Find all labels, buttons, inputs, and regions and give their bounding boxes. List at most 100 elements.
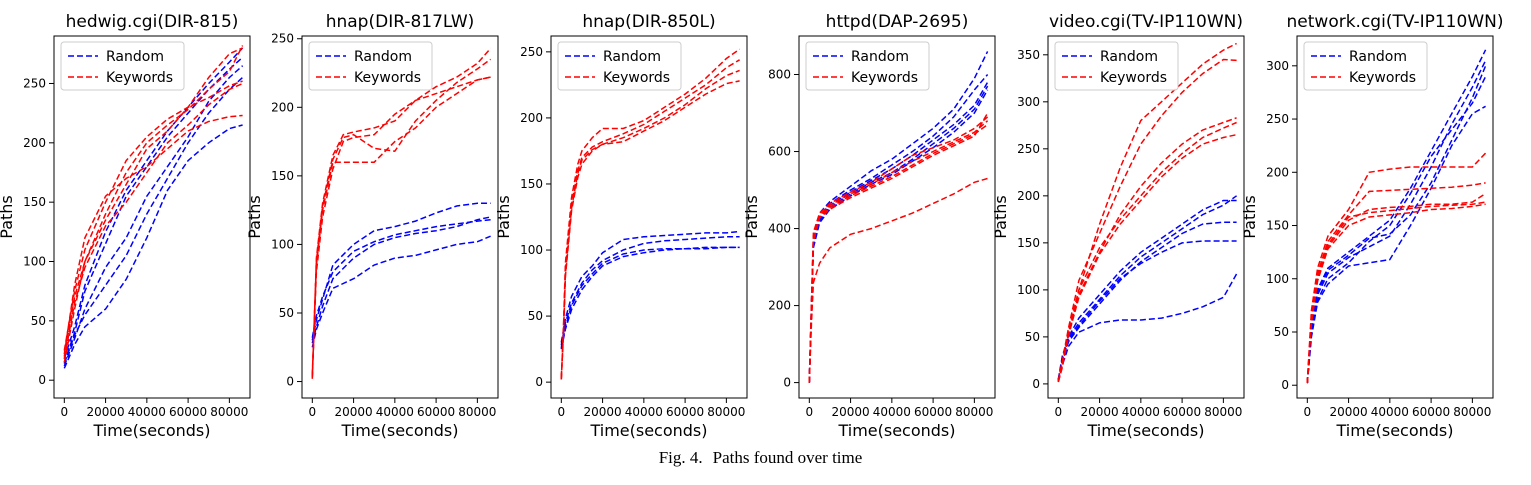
series-line-keywords-9 bbox=[1057, 121, 1237, 382]
y-tick-label: 150 bbox=[520, 177, 543, 191]
y-tick-label: 250 bbox=[1266, 112, 1289, 126]
x-tick-label: 20000 bbox=[1080, 405, 1118, 419]
legend-label-random: Random bbox=[851, 49, 909, 65]
series-line-keywords-7 bbox=[1306, 182, 1486, 384]
series-line-random-3 bbox=[1057, 221, 1237, 382]
series-line-random-2 bbox=[560, 236, 740, 346]
series-line-random-1 bbox=[560, 230, 740, 343]
y-tick-label: 100 bbox=[520, 243, 543, 257]
series-line-keywords-7 bbox=[1057, 58, 1237, 381]
y-tick-label: 800 bbox=[768, 68, 791, 82]
series-line-keywords-7 bbox=[311, 76, 491, 378]
series-line-keywords-5 bbox=[311, 47, 492, 379]
chart-title: network.cgi(TV-IP110WN) bbox=[1287, 12, 1504, 32]
series-line-random-4 bbox=[1306, 105, 1486, 384]
series-line-random-5 bbox=[808, 89, 989, 383]
x-tick-label: 80000 bbox=[1453, 405, 1491, 419]
x-tick-label: 80000 bbox=[955, 405, 993, 419]
y-tick-label: 50 bbox=[1025, 330, 1040, 344]
series-line-keywords-10 bbox=[1306, 203, 1486, 384]
y-tick-label: 250 bbox=[520, 45, 543, 59]
x-tick-label: 60000 bbox=[1412, 405, 1450, 419]
x-axis-label: Time(seconds) bbox=[92, 421, 210, 440]
series-line-random-3 bbox=[1306, 76, 1487, 384]
y-tick-label: 50 bbox=[528, 309, 543, 323]
plot-frame bbox=[1296, 35, 1494, 399]
legend-label-keywords: Keywords bbox=[1100, 70, 1167, 86]
series-line-random-1 bbox=[311, 202, 491, 341]
series-line-random-2 bbox=[1306, 60, 1487, 384]
legend-box bbox=[557, 41, 682, 91]
legend-box bbox=[1303, 41, 1428, 91]
series-line-random-4 bbox=[808, 85, 989, 383]
legend-box bbox=[308, 41, 433, 91]
x-tick-label: 0 bbox=[1054, 405, 1062, 419]
legend-label-random: Random bbox=[1349, 49, 1407, 65]
y-axis-label: Paths bbox=[1240, 195, 1259, 238]
x-tick-label: 40000 bbox=[376, 405, 414, 419]
x-tick-label: 60000 bbox=[666, 405, 704, 419]
chart-title: hedwig.cgi(DIR-815) bbox=[66, 12, 239, 32]
y-axis-label: Paths bbox=[742, 195, 761, 238]
x-tick-label: 20000 bbox=[583, 405, 621, 419]
figure: hedwig.cgi(DIR-815)0 20000 40000 60000 80000… bbox=[0, 12, 1504, 440]
y-tick-label: 100 bbox=[1266, 272, 1289, 286]
y-tick-label: 300 bbox=[1017, 95, 1040, 109]
series-line-random-3 bbox=[311, 235, 491, 348]
series-line-random-2 bbox=[311, 216, 491, 344]
chart-panel-2: hnap(DIR-817LW) 0 20000 40000 60000 80000 0 50 1… bbox=[245, 12, 499, 440]
series-line-keywords-8 bbox=[560, 80, 740, 380]
y-tick-label: 300 bbox=[1266, 59, 1289, 73]
series-line-keywords-9 bbox=[808, 112, 989, 383]
x-tick-label: 40000 bbox=[873, 405, 911, 419]
plot-frame bbox=[1047, 35, 1245, 399]
y-tick-label: 50 bbox=[279, 306, 294, 320]
series-line-random-3 bbox=[560, 246, 740, 350]
series-line-keywords-6 bbox=[1057, 42, 1237, 382]
x-tick-label: 80000 bbox=[458, 405, 496, 419]
y-tick-label: 600 bbox=[768, 145, 791, 159]
legend-box bbox=[805, 41, 930, 91]
series-line-keywords-10 bbox=[63, 47, 243, 363]
series-line-random-3 bbox=[808, 81, 989, 383]
series-line-random-4 bbox=[311, 218, 491, 338]
series-line-random-5 bbox=[1306, 65, 1487, 384]
y-axis-label: Paths bbox=[0, 195, 16, 238]
y-tick-label: 150 bbox=[271, 169, 294, 183]
x-tick-label: 60000 bbox=[1163, 405, 1201, 419]
plot-frame bbox=[53, 35, 251, 399]
y-tick-label: 0 bbox=[535, 375, 543, 389]
series-line-keywords-10 bbox=[1057, 133, 1237, 383]
x-axis-label: Time(seconds) bbox=[1335, 421, 1453, 440]
x-tick-label: 0 bbox=[60, 405, 68, 419]
figure-caption: Fig. 4. Paths found over time bbox=[0, 448, 1531, 468]
plot-frame bbox=[798, 35, 996, 399]
x-tick-label: 20000 bbox=[1329, 405, 1367, 419]
y-tick-label: 150 bbox=[1266, 219, 1289, 233]
series-line-keywords-8 bbox=[311, 58, 492, 377]
y-tick-label: 350 bbox=[1017, 48, 1040, 62]
x-axis-label: Time(seconds) bbox=[1086, 421, 1204, 440]
series-line-random-1 bbox=[1057, 199, 1237, 380]
chart-title: httpd(DAP-2695) bbox=[826, 12, 969, 32]
x-tick-label: 60000 bbox=[914, 405, 952, 419]
caption-text: Paths found over time bbox=[712, 448, 863, 467]
series-line-keywords-7 bbox=[63, 80, 243, 351]
y-tick-label: 0 bbox=[783, 376, 791, 390]
x-axis-label: Time(seconds) bbox=[589, 421, 707, 440]
y-tick-label: 100 bbox=[1017, 283, 1040, 297]
y-tick-label: 0 bbox=[38, 373, 46, 387]
x-tick-label: 40000 bbox=[1122, 405, 1160, 419]
series-line-keywords-6 bbox=[311, 76, 491, 375]
series-line-random-5 bbox=[1057, 273, 1238, 382]
y-tick-label: 50 bbox=[31, 314, 46, 328]
x-tick-label: 0 bbox=[557, 405, 565, 419]
legend-label-random: Random bbox=[603, 49, 661, 65]
legend-label-keywords: Keywords bbox=[851, 70, 918, 86]
series-line-random-2 bbox=[63, 47, 244, 360]
x-tick-label: 80000 bbox=[210, 405, 248, 419]
legend-label-keywords: Keywords bbox=[354, 70, 421, 86]
legend-box bbox=[60, 41, 185, 91]
plot-frame bbox=[301, 35, 499, 399]
y-tick-label: 200 bbox=[1266, 165, 1289, 179]
